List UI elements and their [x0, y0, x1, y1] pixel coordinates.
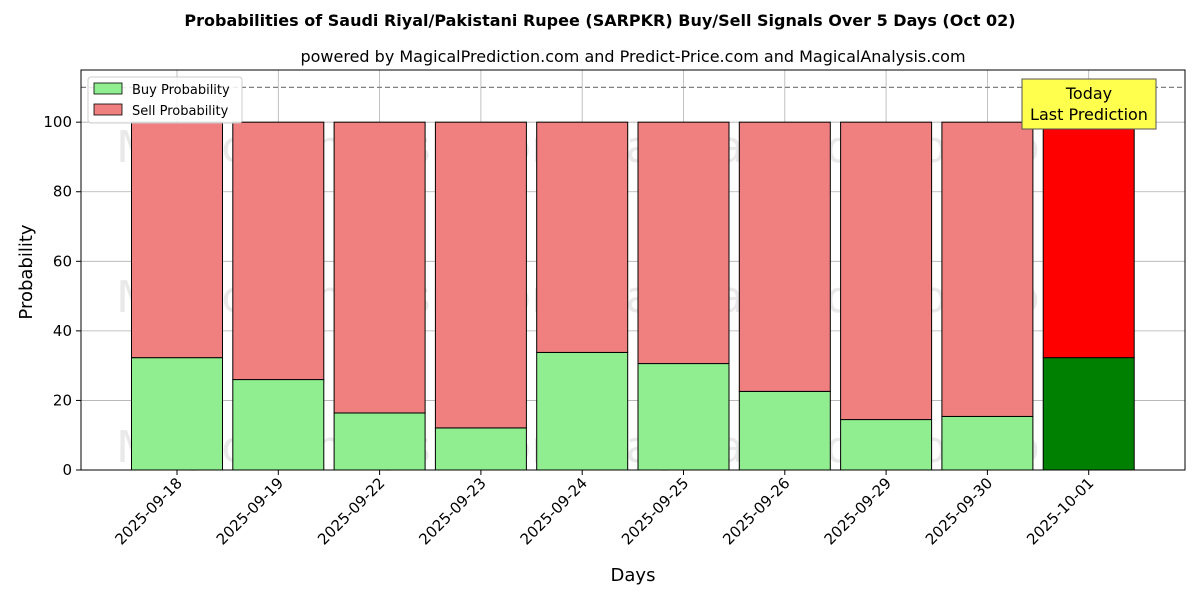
bar-buy	[1042, 357, 1135, 471]
legend-box	[87, 76, 243, 124]
bar-buy	[840, 419, 933, 471]
legend-buy-label: Buy Probability	[132, 83, 230, 98]
y-tick-label: 0	[62, 461, 72, 479]
x-tick-label: 2025-09-29	[821, 474, 895, 548]
x-axis-ticks: 2025-09-18 2025-09-19 2025-09-22 2025-09-23…	[111, 470, 1098, 548]
x-tick-label: 2025-09-25	[618, 474, 692, 548]
bar-buy	[131, 357, 223, 471]
y-tick-label: 40	[53, 322, 72, 340]
bar-buy	[941, 415, 1034, 471]
chart-subtitle: powered by MagicalPrediction.com and Pre…	[300, 47, 965, 66]
today-annotation-box	[1021, 78, 1157, 130]
bar-buy	[738, 390, 831, 471]
today-annotation-line2: Last Prediction	[1030, 105, 1148, 124]
x-tick-label: 2025-09-24	[517, 474, 591, 548]
legend-buy-swatch	[93, 82, 123, 95]
y-tick-label: 100	[43, 113, 72, 131]
bar-sell	[333, 121, 426, 414]
legend-sell-swatch	[93, 103, 123, 116]
y-tick-label: 60	[53, 252, 72, 270]
y-tick-label: 20	[53, 391, 72, 409]
x-tick-label: 2025-09-26	[719, 474, 793, 548]
bar-sell	[738, 121, 831, 392]
bar-buy	[232, 379, 325, 471]
bar-sell	[131, 121, 223, 359]
bar-sell	[434, 121, 527, 429]
legend-sell-label: Sell Probability	[132, 104, 229, 119]
bar-sell	[1042, 121, 1135, 359]
x-axis-label: Days	[611, 565, 656, 586]
x-tick-label: 2025-09-23	[415, 474, 489, 548]
bar-sell	[637, 121, 730, 365]
today-annotation-line1: Today	[1065, 84, 1112, 103]
chart-title: Probabilities of Saudi Riyal/Pakistani R…	[184, 11, 1015, 30]
bar-sell	[232, 121, 325, 381]
bar-buy	[536, 351, 629, 471]
x-tick-label: 2025-09-30	[922, 474, 996, 548]
bar-layer	[131, 121, 1135, 471]
bar-buy	[333, 412, 426, 471]
plot-frame	[80, 69, 1186, 471]
x-tick-label: 2025-09-18	[111, 474, 185, 548]
bar-sell	[536, 121, 629, 353]
bar-buy	[434, 427, 527, 471]
x-tick-label: 2025-10-01	[1023, 474, 1097, 548]
x-tick-label: 2025-09-19	[213, 474, 287, 548]
bar-sell	[840, 121, 933, 421]
bar-sell	[941, 121, 1034, 417]
bar-buy	[637, 363, 730, 471]
x-tick-label: 2025-09-22	[314, 474, 388, 548]
y-axis-label: Probability	[16, 224, 37, 319]
y-axis-ticks: 0 20 40 60 80 100	[43, 113, 81, 479]
today-annotation: Today Last Prediction	[1021, 78, 1157, 130]
legend: Buy Probability Sell Probability	[87, 76, 243, 124]
y-tick-label: 80	[53, 183, 72, 201]
